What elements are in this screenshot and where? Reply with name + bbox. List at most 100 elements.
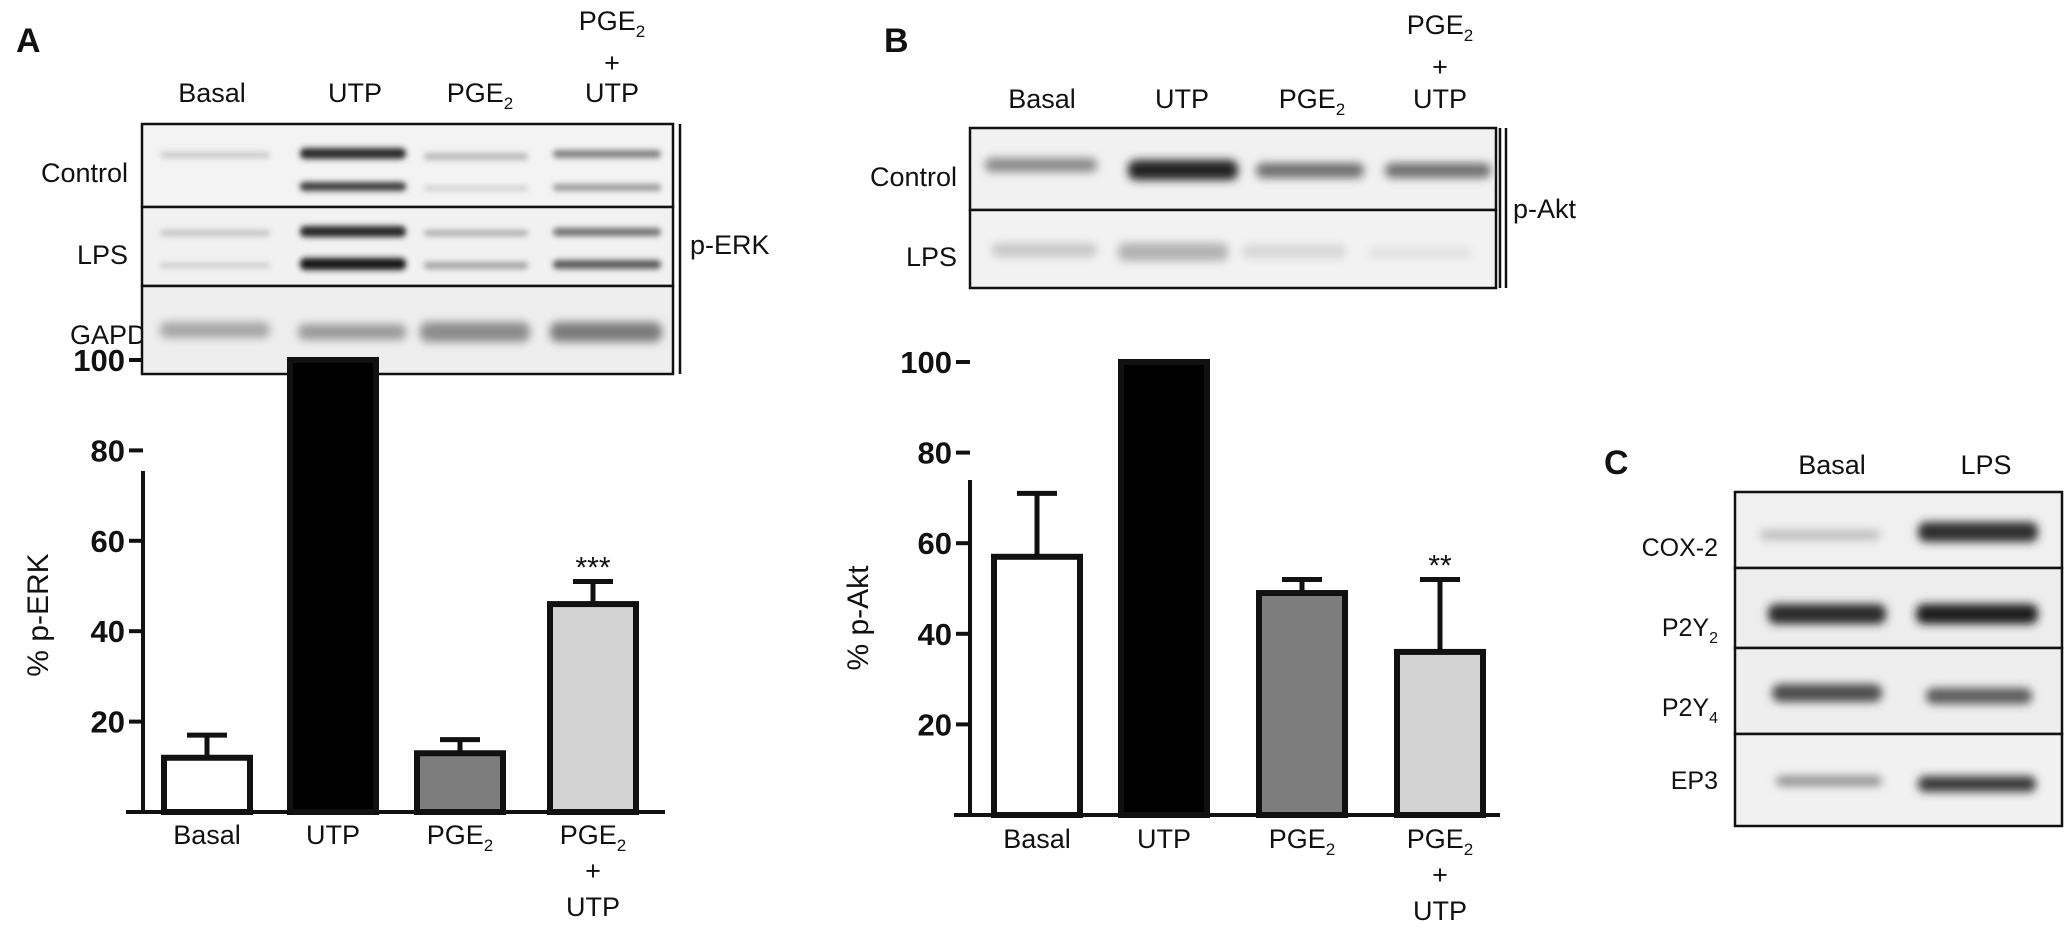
chart-b-bar-2	[1118, 359, 1210, 818]
band	[553, 184, 661, 191]
band	[992, 243, 1097, 257]
band	[1918, 776, 2036, 792]
band	[1760, 530, 1880, 540]
chart-a-xlabel-utp2: UTP	[566, 892, 620, 922]
chart-a-bar-2	[287, 357, 379, 815]
chart-b-xlabel-utp: UTP	[1137, 824, 1191, 854]
band	[300, 148, 406, 159]
blot-b-row-control: Control	[870, 162, 957, 192]
band	[550, 322, 662, 342]
blot-b-lane-basal: Basal	[1008, 84, 1076, 114]
chart-b-xlabel-pge2-utp: PGE2	[1407, 824, 1474, 859]
chart-b-ytick-label: 100	[900, 345, 952, 380]
band	[1118, 243, 1228, 261]
chart-b-ytick-label: 60	[918, 526, 952, 561]
panel-a-blot: A Basal UTP PGE2 PGE2 + UTP Control LPS …	[16, 6, 770, 376]
chart-b-y-label: % p-Akt	[842, 565, 875, 671]
blot-c-row-p2y4: P2Y4	[1662, 694, 1718, 727]
band	[1368, 248, 1472, 258]
chart-a-bar-4	[547, 601, 639, 816]
blot-a-lane-pge2-utp: PGE2	[579, 6, 646, 41]
band	[424, 186, 528, 191]
chart-a-ytick-label: 100	[73, 343, 125, 378]
band	[160, 322, 270, 338]
band	[1926, 688, 2032, 704]
band	[300, 226, 406, 237]
chart-b-ytick-label: 80	[918, 436, 952, 471]
chart-b-ticks: 20 40 60 80 100	[900, 345, 970, 742]
chart-b: % p-Akt 20 40 60 80 100 ** Basal UTP PGE2 PG…	[842, 345, 1500, 926]
chart-a-bar-3	[414, 750, 506, 815]
panel-c-label: C	[1604, 444, 1629, 482]
chart-b-xlabel-plus: +	[1432, 860, 1448, 890]
blot-b-lane-utp2: UTP	[1413, 84, 1467, 114]
blot-a-lane-plus: +	[604, 48, 620, 78]
band	[424, 262, 528, 269]
band	[553, 228, 661, 236]
chart-a-ytick-label: 60	[91, 524, 125, 559]
blot-b-row-lps: LPS	[906, 242, 957, 272]
blot-a-lane-pge2: PGE2	[447, 78, 514, 113]
band	[1772, 684, 1882, 702]
chart-a-xlabel-pge2-utp: PGE2	[560, 820, 627, 855]
chart-a-xlabel-plus: +	[585, 856, 601, 886]
blot-a-lane-basal: Basal	[178, 78, 246, 108]
chart-a-ticks: 20 40 60 80 100	[73, 343, 143, 740]
band	[298, 324, 406, 340]
band	[1242, 245, 1346, 258]
blot-a-lane-utp2: UTP	[585, 78, 639, 108]
chart-b-xlabel-basal: Basal	[1003, 824, 1071, 854]
blot-a-control-strip	[140, 122, 675, 209]
blot-a-row-control: Control	[41, 158, 128, 188]
blot-c-row-ep3: EP3	[1671, 767, 1718, 795]
blot-c-row-cox2: COX-2	[1642, 534, 1718, 562]
band	[1776, 776, 1882, 786]
blot-b-lane-plus: +	[1432, 52, 1448, 82]
chart-b-ytick-label: 20	[918, 707, 952, 742]
band	[424, 153, 528, 160]
chart-b-ytick-label: 40	[918, 617, 952, 652]
chart-b-xlabel-pge2: PGE2	[1269, 824, 1336, 859]
panel-a-label: A	[16, 22, 41, 60]
chart-a-significance: ***	[575, 551, 610, 584]
band	[1768, 604, 1886, 624]
blot-c-row-p2y2: P2Y2	[1662, 614, 1718, 647]
band	[160, 230, 270, 236]
band	[553, 150, 661, 158]
band	[1385, 163, 1491, 178]
band	[420, 322, 530, 342]
band	[985, 158, 1097, 172]
band	[1918, 522, 2038, 542]
chart-b-bar-4	[1394, 648, 1486, 818]
chart-a-xlabel-basal: Basal	[173, 820, 241, 850]
panel-b-label: B	[884, 22, 909, 60]
blot-b-lane-utp: UTP	[1155, 84, 1209, 114]
band	[1916, 604, 2038, 624]
chart-a-xlabel-utp: UTP	[306, 820, 360, 850]
blot-a-bracket-label: p-ERK	[690, 230, 770, 260]
chart-a-xlabel-pge2: PGE2	[427, 820, 494, 855]
blot-a-lane-utp: UTP	[328, 78, 382, 108]
blot-c-lane-lps: LPS	[1960, 450, 2011, 480]
blot-a-lps-strip	[140, 205, 675, 288]
band	[160, 263, 270, 268]
chart-a-bars: ***	[161, 357, 639, 816]
band	[553, 260, 661, 269]
band	[424, 230, 528, 236]
band	[160, 152, 270, 158]
band	[300, 182, 406, 191]
band	[1256, 163, 1364, 178]
blot-b-lane-pge2: PGE2	[1279, 84, 1346, 119]
chart-b-bar-3	[1256, 590, 1348, 819]
chart-b-significance: **	[1428, 549, 1452, 582]
band	[300, 258, 406, 270]
band	[1128, 160, 1238, 180]
chart-a-ytick-label: 40	[91, 614, 125, 649]
chart-a-bar-1	[161, 754, 253, 816]
panel-b-blot: B Basal UTP PGE2 PGE2 + UTP Control LPS …	[870, 10, 1577, 290]
chart-a-ytick-label: 20	[91, 705, 125, 740]
chart-a-y-label: % p-ERK	[22, 553, 55, 676]
chart-a-ytick-label: 80	[91, 433, 125, 468]
panel-c-blot: C Basal LPS COX-2 P2Y2 P2Y4 EP3	[1604, 444, 2064, 828]
